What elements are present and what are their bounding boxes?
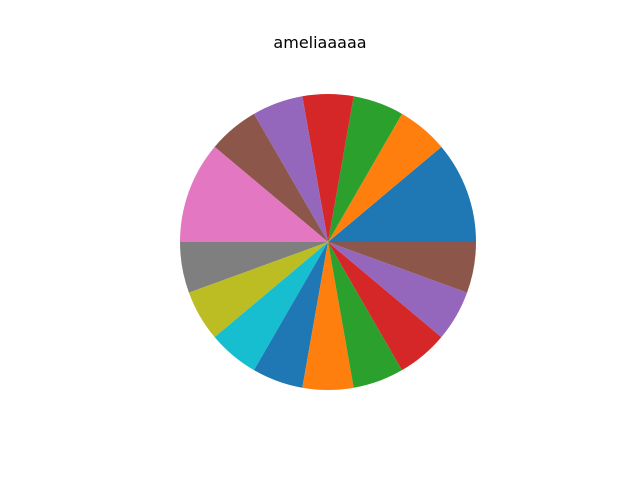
- pie-slice-5: [254, 96, 328, 243]
- pie-slice-11: [254, 242, 328, 388]
- pie-slice-7: [180, 146, 328, 242]
- pie-slice-4: [302, 94, 354, 242]
- pie-slice-15: [328, 242, 468, 338]
- pie-slice-1: [328, 146, 476, 242]
- pie-slice-10: [214, 242, 328, 371]
- pie-slice-8: [180, 242, 328, 293]
- pie-slices: [180, 94, 476, 391]
- pie-slice-3: [328, 96, 402, 243]
- pie-slice-2: [328, 113, 442, 242]
- pie-slice-9: [188, 242, 328, 338]
- chart-title: ameliaaaaa: [273, 33, 367, 52]
- pie-slice-6: [214, 113, 328, 242]
- pie-slice-13: [328, 242, 402, 388]
- pie-slice-16: [328, 242, 476, 293]
- pie-slice-12: [302, 242, 354, 391]
- pie-slice-14: [328, 242, 442, 371]
